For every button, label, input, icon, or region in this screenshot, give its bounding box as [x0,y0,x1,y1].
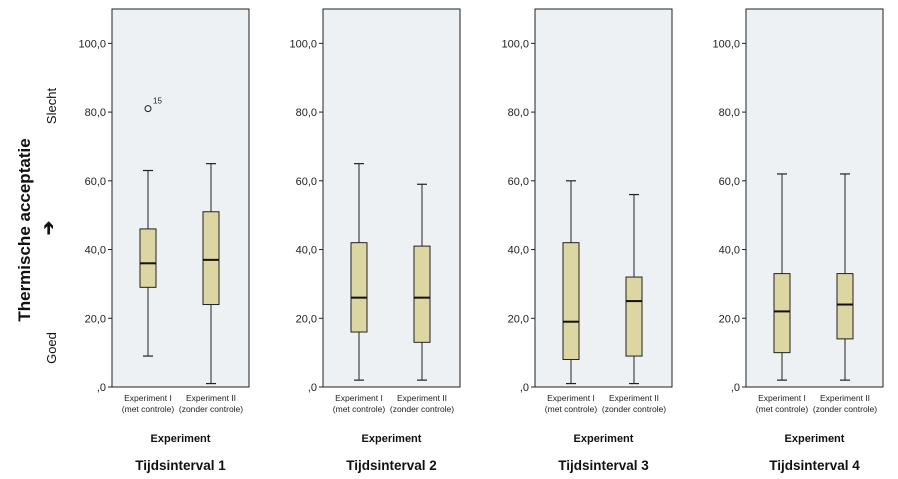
y-tick-label: 20,0 [296,313,317,325]
y-axis-label-group: Thermische acceptatie ➔ Slecht Goed [15,88,59,364]
category-label-line2: (met controle) [122,404,175,414]
box-1 [562,180,580,385]
category-label-line2: (zonder controle) [813,404,877,414]
outlier-point [144,105,152,113]
y-tick-label: ,0 [731,382,740,394]
category-label-line1: Experiment I [335,393,383,403]
box-2 [836,173,854,381]
y-axis-label-low: Goed [44,332,59,364]
y-tick-label: ,0 [308,382,317,394]
category-label-line2: (met controle) [545,404,598,414]
y-tick-label: 40,0 [508,245,529,257]
iqr-box [139,228,157,288]
category-label-line1: Experiment II [609,393,659,403]
plot-area [112,9,249,387]
panel-4: ,0 20,0 40,0 60,0 80,0 100,0 Experiment I(met … [712,8,884,473]
plot-area [746,9,883,387]
category-label-line1: Experiment II [820,393,870,403]
y-axis-arrow: ➔ [39,221,58,235]
category-label-line1: Experiment II [397,393,447,403]
outlier-label: 15 [153,97,162,106]
category-label-line2: (zonder controle) [179,404,243,414]
y-tick-label: 20,0 [85,313,106,325]
iqr-box [625,276,643,357]
panel-title: Tijdsinterval 1 [135,458,226,473]
y-tick-label: 20,0 [719,313,740,325]
iqr-box [562,242,580,361]
y-tick-label: 60,0 [296,176,317,188]
y-tick-label: 40,0 [296,245,317,257]
plot-frame [745,8,884,388]
panel-title: Tijdsinterval 2 [346,458,437,473]
category-label-line1: Experiment I [758,393,806,403]
category-label-line1: Experiment I [124,393,172,403]
y-axis-label-high: Slecht [44,88,59,125]
panel-1: ,0 20,0 40,0 60,0 80,0 100,0 15 Experiment I(me… [78,8,250,473]
category-label-line1: Experiment I [547,393,595,403]
plot-frame [534,8,673,388]
box-1: 15 [139,97,162,357]
y-tick-label: 80,0 [719,107,740,119]
panel-title: Tijdsinterval 4 [769,458,860,473]
box-2 [413,183,431,381]
y-tick-label: 100,0 [78,38,106,50]
y-tick-label: 80,0 [508,107,529,119]
y-tick-label: 60,0 [508,176,529,188]
y-tick-label: 80,0 [296,107,317,119]
x-axis-label: Experiment [574,433,634,445]
category-label-line1: Experiment II [186,393,236,403]
panel-3: ,0 20,0 40,0 60,0 80,0 100,0 Experiment I(met … [501,8,673,473]
box-1 [350,163,368,381]
iqr-box [202,211,220,306]
plot-area [535,9,672,387]
plot-frame [111,8,250,388]
y-tick-label: 60,0 [719,176,740,188]
category-label-line2: (met controle) [333,404,386,414]
y-tick-label: 40,0 [85,245,106,257]
box-2 [625,193,643,385]
y-tick-label: 80,0 [85,107,106,119]
box-1 [773,173,791,381]
plot-area [323,9,460,387]
iqr-box [773,273,791,354]
box-2 [202,163,220,385]
iqr-box [350,242,368,333]
x-axis-label: Experiment [151,433,211,445]
y-tick-label: 100,0 [289,38,317,50]
y-tick-label: 20,0 [508,313,529,325]
plot-frame [322,8,461,388]
category-label-line2: (zonder controle) [390,404,454,414]
iqr-box [836,273,854,340]
x-axis-label: Experiment [362,433,422,445]
y-axis-label: Thermische acceptatie [15,138,34,321]
iqr-box [413,245,431,343]
x-axis-label: Experiment [785,433,845,445]
y-tick-label: 100,0 [712,38,740,50]
y-tick-label: ,0 [520,382,529,394]
category-label-line2: (zonder controle) [602,404,666,414]
y-tick-label: 60,0 [85,176,106,188]
y-tick-label: 40,0 [719,245,740,257]
y-tick-label: 100,0 [501,38,529,50]
panel-title: Tijdsinterval 3 [558,458,649,473]
category-label-line2: (met controle) [756,404,809,414]
panel-2: ,0 20,0 40,0 60,0 80,0 100,0 Experiment I(met … [289,8,461,473]
y-tick-label: ,0 [97,382,106,394]
